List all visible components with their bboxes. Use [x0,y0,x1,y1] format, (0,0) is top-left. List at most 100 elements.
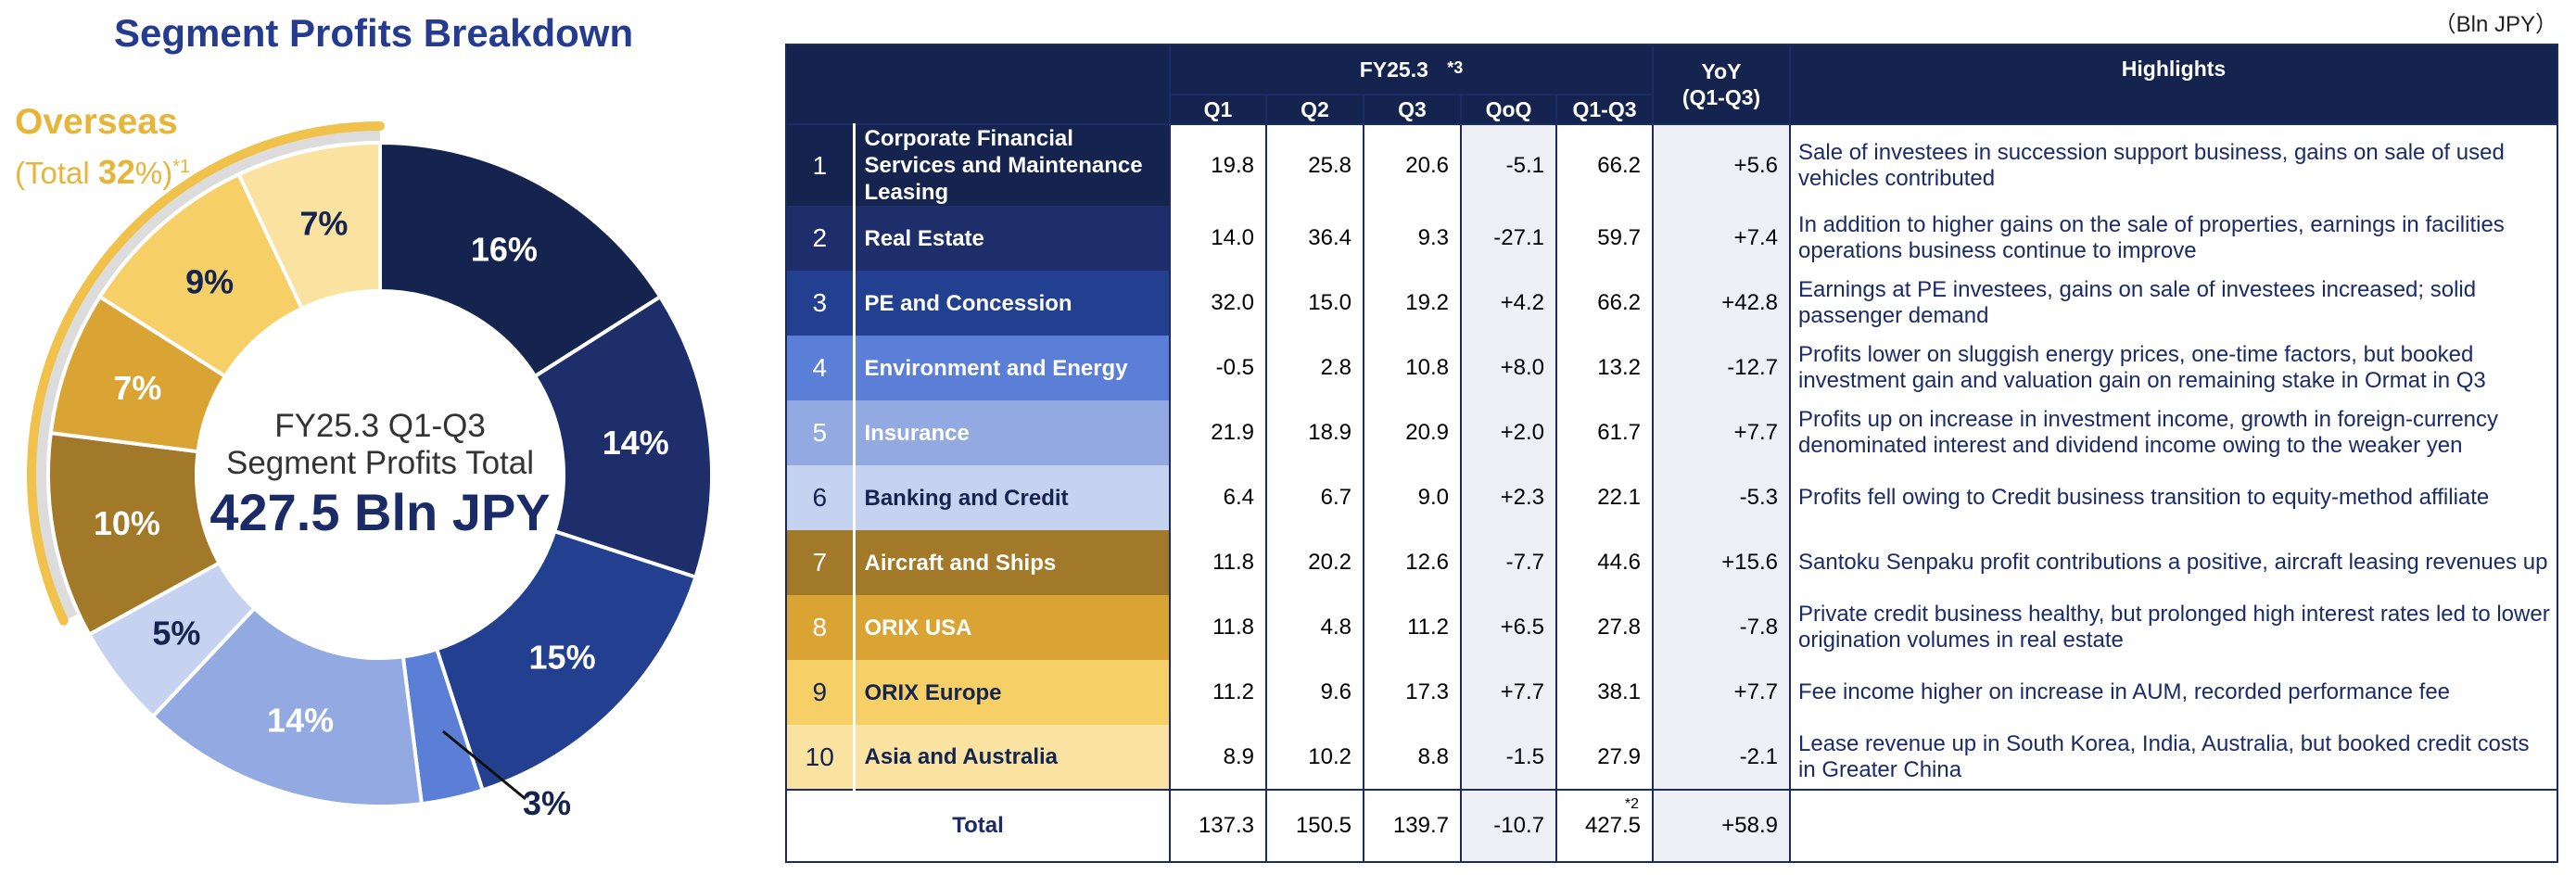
yoy-sub-label: (Q1-Q3) [1681,85,1761,109]
q2-value: 4.8 [1265,595,1364,660]
highlight-text: Lease revenue up in South Korea, India, … [1789,725,2558,790]
q2-header: Q2 [1265,94,1364,125]
center-caption: Segment Profits Total [225,445,535,481]
segment-name: ORIX Europe [853,660,1171,725]
yoy-value: +15.6 [1652,530,1791,595]
segment-name: Insurance [853,400,1171,465]
q3-value: 20.9 [1363,400,1462,465]
highlight-text: Fee income higher on increase in AUM, re… [1789,660,2558,725]
q1-value: 8.9 [1169,725,1267,790]
q1q3-value: 59.7 [1555,206,1654,271]
slice-label: 3% [523,784,571,822]
total-q1q3: *2 427.5 [1555,789,1654,863]
donut-slice [532,294,714,580]
yoy-value: +7.4 [1652,206,1791,271]
donut-chart: 16% 14% 15% 3% 14% 5% 10% 7% 9% 7% [27,121,714,822]
highlight-text: Santoku Senpaku profit contributions a p… [1789,530,2558,595]
qoq-value: +2.0 [1460,400,1557,465]
qoq-value: +6.5 [1460,595,1557,660]
yoy-value: +7.7 [1652,400,1791,465]
qoq-value: +4.2 [1460,271,1557,336]
overseas-arc [27,121,385,626]
qoq-value: +7.7 [1460,660,1557,725]
donut-slice [378,140,664,379]
leader-line [442,729,527,801]
overseas-total: (Total 32%)*1 [15,153,190,192]
segment-profits-table: FY25.3 *3 YoY (Q1-Q3) Highlights Q1 Q2 Q… [785,44,2558,863]
donut-slice [235,140,382,311]
total-row: Total 137.3 150.5 139.7 -10.7 *2 427.5 +… [785,789,2558,863]
row-number: 6 [785,465,856,530]
highlight-text: Private credit business healthy, but pro… [1789,595,2558,660]
total-q1q3-value: 427.5 [1584,813,1641,838]
center-period: FY25.3 Q1-Q3 [274,408,486,444]
donut-center: FY25.3 Q1-Q3 Segment Profits Total 427.5… [185,408,575,543]
yoy-value: -5.3 [1652,465,1791,530]
q1-header: Q1 [1169,94,1267,125]
slice-label: 7% [113,369,161,407]
q1-value: 11.8 [1169,530,1267,595]
table-row: 10 Asia and Australia 8.9 10.2 8.8 -1.5 27.9 -2… [785,725,2558,790]
row-number: 3 [785,271,856,336]
segment-name: Corporate Financial Services and Mainten… [853,124,1171,206]
q3-value: 20.6 [1363,124,1462,206]
highlight-text: Earnings at PE investees, gains on sale … [1789,271,2558,336]
q2-value: 10.2 [1265,725,1364,790]
q2-value: 20.2 [1265,530,1364,595]
q1-value: 11.8 [1169,595,1267,660]
overseas-total-prefix: (Total [15,156,98,190]
segment-name: Real Estate [853,206,1171,271]
q3-value: 11.2 [1363,595,1462,660]
q2-value: 36.4 [1265,206,1364,271]
q2-value: 15.0 [1265,271,1364,336]
slice-label: 14% [267,701,334,739]
slice-labels: 16% 14% 15% 3% 14% 5% 10% 7% 9% 7% [94,205,669,822]
qoq-header: QoQ [1460,94,1557,125]
table-row: 7 Aircraft and Ships 11.8 20.2 12.6 -7.7 44.6 +… [785,530,2558,595]
yoy-value: +7.7 [1652,660,1791,725]
slice-label: 5% [152,614,200,652]
yoy-value: -2.1 [1652,725,1791,790]
segment-name: Environment and Energy [853,336,1171,400]
row-number: 9 [785,660,856,725]
row-number: 8 [785,595,856,660]
overseas-arc-shadow [35,130,381,620]
q3-value: 12.6 [1363,530,1462,595]
table-row: 9 ORIX Europe 11.2 9.6 17.3 +7.7 38.1 +7.7 Fee i… [785,660,2558,725]
highlight-text: In addition to higher gains on the sale … [1789,206,2558,271]
table-row: 8 ORIX USA 11.8 4.8 11.2 +6.5 27.8 -7.8 Private … [785,595,2558,660]
yoy-value: +5.6 [1652,124,1791,206]
qoq-value: -7.7 [1460,530,1557,595]
q2-value: 6.7 [1265,465,1364,530]
slice-label: 9% [185,262,234,300]
total-label: Total [785,789,1171,863]
q2-value: 25.8 [1265,124,1364,206]
q3-value: 17.3 [1363,660,1462,725]
donut-slices [46,140,714,808]
q1q3-value: 13.2 [1555,336,1654,400]
q1-value: 32.0 [1169,271,1267,336]
segment-name: Banking and Credit [853,465,1171,530]
total-q3: 139.7 [1363,789,1462,863]
slice-label: 16% [471,230,538,268]
yoy-value: -7.8 [1652,595,1791,660]
qoq-value: +2.3 [1460,465,1557,530]
q1-value: -0.5 [1169,336,1267,400]
q2-value: 18.9 [1265,400,1364,465]
q1-value: 19.8 [1169,124,1267,206]
qoq-value: -1.5 [1460,725,1557,790]
q1-value: 14.0 [1169,206,1267,271]
yoy-label: YoY [1701,59,1742,83]
fy-header: FY25.3 *3 [1169,44,1654,95]
q1q3-value: 38.1 [1555,660,1654,725]
yoy-value: -12.7 [1652,336,1791,400]
overseas-total-value: 32 [97,153,135,191]
q1-value: 21.9 [1169,400,1267,465]
q3-value: 8.8 [1363,725,1462,790]
q1q3-value: 27.8 [1555,595,1654,660]
q3-header: Q3 [1363,94,1462,125]
segment-name: Aircraft and Ships [853,530,1171,595]
row-number: 10 [785,725,856,790]
q3-value: 19.2 [1363,271,1462,336]
donut-slice [434,528,698,793]
